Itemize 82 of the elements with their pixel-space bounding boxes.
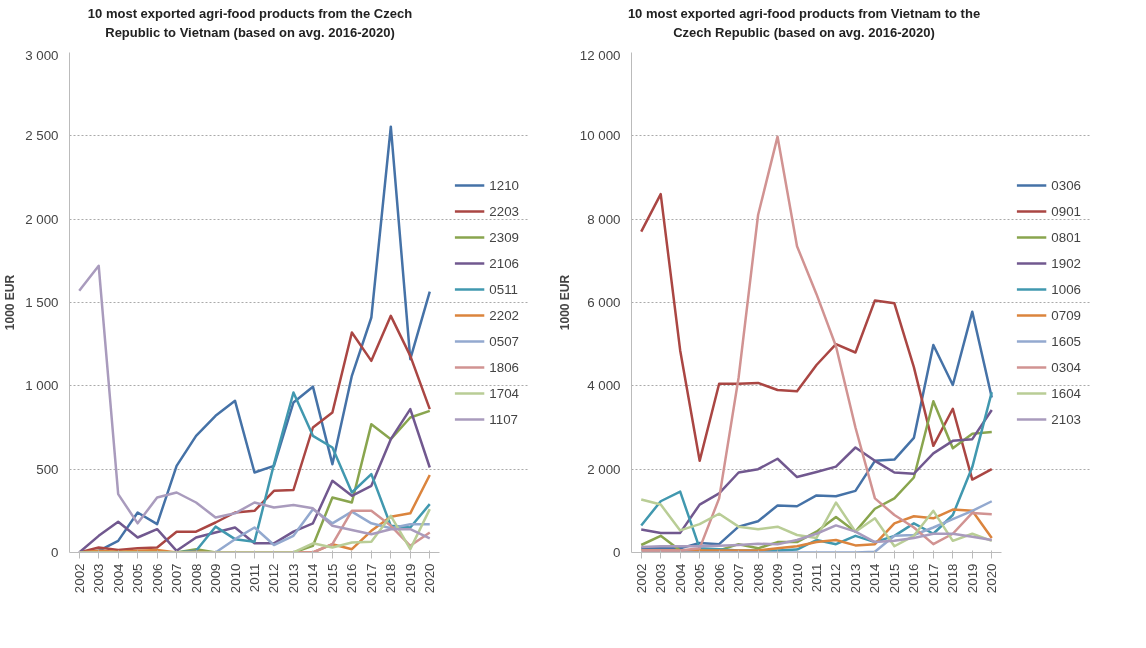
line-series (639, 310, 994, 550)
line-series (639, 524, 994, 549)
x-tick-label: 2017 (363, 563, 379, 594)
legend-label: 2203 (489, 203, 519, 219)
chart-title: 10 most exported agri-food products from the Czech Republic to Vietnam (based on avg. 2016-2020) (87, 5, 413, 42)
legend-label: 0511 (489, 281, 519, 297)
x-tick-label: 2002 (71, 563, 87, 594)
x-tick-label: 2007 (169, 563, 185, 594)
x-tick-label: 2006 (711, 563, 727, 594)
x-tick-label: 2003 (653, 563, 669, 594)
line-series (639, 193, 994, 481)
legend-label: 0304 (1051, 359, 1081, 375)
y-tick-label: 0 (613, 545, 621, 561)
x-tick-label: 2016 (906, 563, 922, 594)
y-tick-label: 10 000 (579, 128, 621, 144)
legend-label: 2106 (489, 255, 519, 271)
x-tick-label: 2003 (91, 563, 107, 594)
y-tick-label: 2 500 (25, 128, 59, 144)
legend-label: 1605 (1051, 333, 1081, 349)
x-tick-label: 2013 (847, 563, 863, 594)
x-tick-label: 2018 (945, 563, 961, 594)
x-tick-label: 2011 (247, 563, 262, 593)
y-axis-title: 1000 EUR (557, 274, 572, 331)
y-tick-label: 2 000 (25, 211, 59, 227)
x-tick-label: 2015 (324, 563, 340, 594)
x-tick-label: 2014 (305, 563, 321, 594)
legend-label: 0801 (1051, 229, 1081, 245)
y-tick-label: 6 000 (587, 295, 621, 311)
legend-label: 2309 (489, 229, 519, 245)
x-tick-label: 2009 (208, 563, 224, 594)
x-tick-label: 2004 (672, 563, 688, 594)
y-tick-label: 0 (51, 545, 59, 561)
x-tick-label: 2017 (925, 563, 941, 594)
x-tick-label: 2005 (692, 563, 708, 594)
x-tick-label: 2012 (266, 563, 282, 594)
x-tick-label: 2012 (828, 563, 844, 594)
x-tick-label: 2005 (130, 563, 146, 594)
y-tick-label: 8 000 (587, 211, 621, 227)
x-tick-label: 2010 (789, 563, 805, 594)
x-tick-label: 2009 (770, 563, 786, 594)
legend-label: 2202 (489, 307, 519, 323)
x-tick-label: 2011 (809, 563, 824, 593)
legend-label: 1210 (489, 177, 519, 193)
legend-label: 0507 (489, 333, 519, 349)
legend-label: 1604 (1051, 385, 1081, 401)
line-series (639, 135, 994, 552)
y-tick-label: 1 500 (25, 295, 59, 311)
x-tick-label: 2008 (188, 563, 204, 594)
x-tick-label: 2018 (383, 563, 399, 594)
y-tick-label: 2 000 (587, 461, 621, 477)
y-axis-title: 1000 EUR (3, 274, 18, 331)
x-tick-label: 2007 (731, 563, 747, 594)
legend-label: 1006 (1051, 281, 1081, 297)
legend-label: 1704 (489, 385, 519, 401)
line-series (639, 408, 994, 535)
x-tick-label: 2004 (110, 563, 126, 594)
x-tick-label: 2019 (964, 563, 980, 594)
legend-label: 1902 (1051, 255, 1081, 271)
x-tick-label: 2020 (422, 563, 438, 594)
x-tick-label: 2020 (984, 563, 1000, 594)
y-tick-label: 500 (36, 461, 59, 477)
y-tick-label: 1 000 (25, 378, 59, 394)
legend-label: 0901 (1051, 203, 1081, 219)
x-tick-label: 2014 (867, 563, 883, 594)
legend-label: 1806 (489, 359, 519, 375)
legend-label: 2103 (1051, 411, 1081, 427)
x-tick-label: 2019 (402, 563, 418, 594)
legend-label: 1107 (489, 411, 519, 427)
line-series (77, 264, 432, 540)
x-tick-label: 2013 (285, 563, 301, 594)
chart-title: 10 most exported agri-food products from Vietnam to the Czech Republic (based on avg. 2016-2020) (627, 5, 981, 42)
x-tick-label: 2006 (149, 563, 165, 594)
x-tick-label: 2008 (750, 563, 766, 594)
x-tick-label: 2015 (886, 563, 902, 594)
y-tick-label: 4 000 (587, 378, 621, 394)
x-tick-label: 2016 (344, 563, 360, 594)
x-tick-label: 2010 (227, 563, 243, 594)
legend-label: 0709 (1051, 307, 1081, 323)
y-tick-label: 3 000 (25, 47, 59, 63)
x-tick-label: 2002 (633, 563, 649, 594)
y-tick-label: 12 000 (579, 47, 621, 63)
legend-label: 0306 (1051, 177, 1081, 193)
